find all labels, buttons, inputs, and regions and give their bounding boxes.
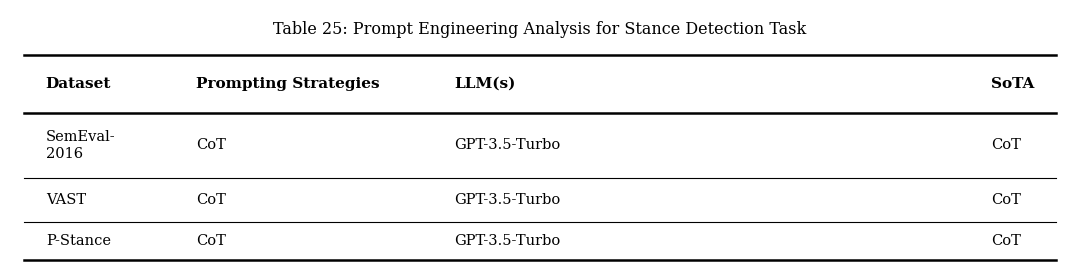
Text: CoT: CoT [197,234,226,248]
Text: GPT-3.5-Turbo: GPT-3.5-Turbo [454,193,561,207]
Text: GPT-3.5-Turbo: GPT-3.5-Turbo [454,234,561,248]
Text: CoT: CoT [991,193,1022,207]
Text: LLM(s): LLM(s) [454,77,515,91]
Text: Dataset: Dataset [45,77,111,91]
Text: SemEval-
2016: SemEval- 2016 [45,130,116,161]
Text: CoT: CoT [991,234,1022,248]
Text: CoT: CoT [197,139,226,152]
Text: VAST: VAST [45,193,86,207]
Text: GPT-3.5-Turbo: GPT-3.5-Turbo [454,139,561,152]
Text: P-Stance: P-Stance [45,234,111,248]
Text: Prompting Strategies: Prompting Strategies [197,77,380,91]
Text: CoT: CoT [197,193,226,207]
Text: CoT: CoT [991,139,1022,152]
Text: Table 25: Prompt Engineering Analysis for Stance Detection Task: Table 25: Prompt Engineering Analysis fo… [273,21,807,38]
Text: SoTA: SoTA [991,77,1035,91]
